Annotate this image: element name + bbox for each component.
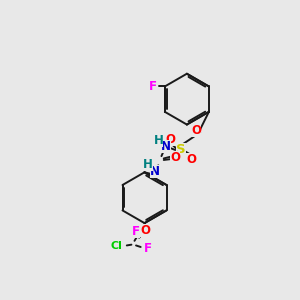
Text: F: F [149, 80, 157, 93]
Text: H: H [143, 158, 152, 171]
Text: N: N [150, 165, 160, 178]
Text: O: O [140, 224, 150, 236]
Text: O: O [170, 151, 180, 164]
Text: N: N [161, 140, 171, 153]
Text: O: O [166, 134, 176, 146]
Text: F: F [132, 225, 140, 238]
Text: H: H [153, 134, 163, 147]
Text: O: O [191, 124, 201, 136]
Text: F: F [144, 242, 152, 255]
Text: S: S [176, 143, 185, 157]
Text: Cl: Cl [111, 241, 123, 251]
Text: O: O [187, 153, 196, 166]
